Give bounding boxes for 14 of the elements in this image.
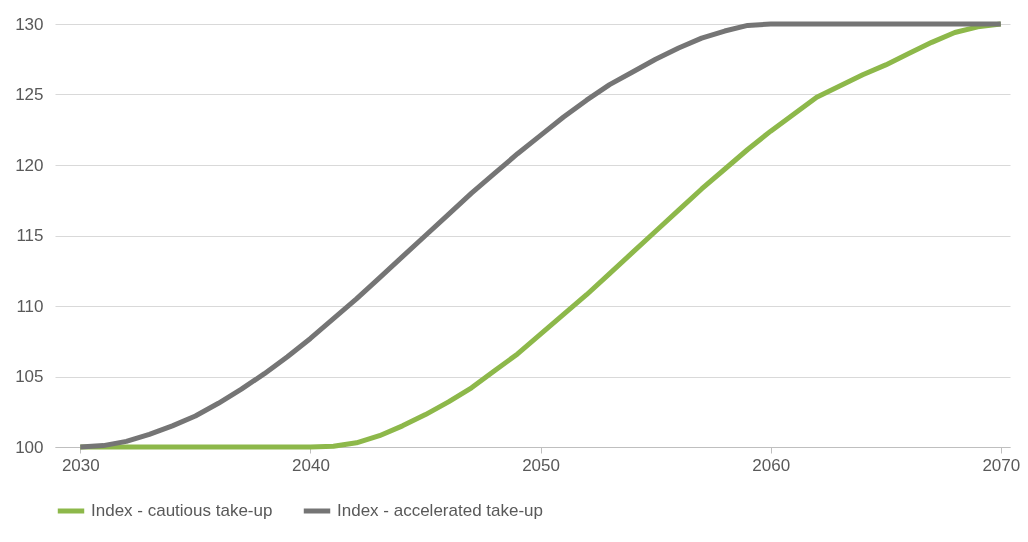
y-tick-label: 115 xyxy=(16,226,44,245)
legend-label: Index - accelerated take-up xyxy=(337,501,544,520)
y-tick-label: 110 xyxy=(16,296,44,316)
y-tick-label: 105 xyxy=(15,367,44,386)
y-tick-label: 100 xyxy=(15,437,44,457)
x-tick-label: 2060 xyxy=(752,455,791,475)
x-tick-label: 2050 xyxy=(522,455,560,475)
x-tick-label: 2070 xyxy=(982,455,1021,475)
y-tick-label: 130 xyxy=(15,14,44,34)
x-tick-label: 2030 xyxy=(61,455,100,475)
x-tick-label: 2040 xyxy=(292,455,330,475)
y-tick-label: 120 xyxy=(15,155,44,175)
legend-label: Index - cautious take-up xyxy=(91,501,273,520)
y-tick-label: 125 xyxy=(15,85,44,104)
